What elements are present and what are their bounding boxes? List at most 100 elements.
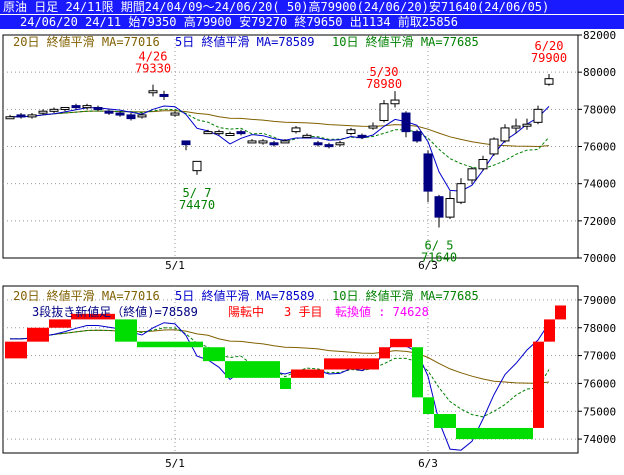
legend-ma20-lower: 20日 終値平滑 MA=77016 (13, 288, 160, 303)
candle-up (302, 134, 312, 138)
break-brick-down (423, 397, 434, 415)
date-tick-label-lower: 6/3 (418, 457, 438, 470)
candlestick-frame (2, 34, 579, 259)
price-tick-label-lower: 78000 (583, 322, 616, 335)
candle-up (27, 114, 37, 118)
legend-ma20: 20日 終値平滑 MA=77016 (13, 34, 160, 49)
candle-up (258, 140, 268, 144)
break-brick-down (115, 319, 137, 342)
candlesticks (5, 74, 554, 228)
legend-ma10-lower: 10日 終値平滑 MA=77685 (332, 288, 479, 303)
candle-up (203, 131, 213, 135)
chart-header-latest-bar: 24/06/20 24/11 始79350 高79900 安79270 終796… (0, 15, 624, 29)
candle-up (346, 129, 356, 134)
date-axis: 5/1 6/3 (165, 259, 438, 272)
candle-up (390, 99, 400, 105)
break-brick-down (412, 347, 423, 398)
break-brick-down (137, 341, 203, 348)
candle-down (313, 142, 323, 146)
price-tick-label-lower: 79000 (583, 294, 616, 307)
candle-down (71, 105, 81, 109)
candle-down (181, 140, 191, 146)
break-bricks (5, 305, 566, 440)
price-tick-label: 70000 (583, 252, 616, 265)
candle-up (533, 108, 543, 123)
candle-up (467, 168, 477, 181)
price-axis: 70000 72000 74000 76000 78000 80000 82000 (578, 29, 616, 265)
candle-down (159, 93, 169, 97)
candle-down (115, 112, 125, 116)
candle-up (137, 114, 147, 118)
candle-up (82, 105, 92, 109)
candle-up (38, 110, 48, 114)
candle-down (401, 112, 411, 133)
high-date-label: 5/30 (370, 65, 399, 79)
candle-up (225, 132, 235, 136)
candle-down (324, 144, 334, 148)
candle-up (445, 198, 455, 218)
date-tick-label: 5/1 (165, 259, 185, 272)
price-tick-label: 80000 (583, 66, 616, 79)
candle-up (511, 125, 521, 129)
high-value-label: 79330 (135, 62, 171, 76)
candle-up (368, 125, 378, 129)
high-value-label: 78980 (366, 77, 402, 91)
candle-down (357, 134, 367, 138)
break-reversal-value: 転換値 : 74628 (335, 304, 429, 319)
candle-up (335, 142, 345, 146)
candle-up (148, 90, 158, 94)
break-brick-up (544, 319, 555, 342)
candle-up (478, 159, 488, 170)
low-date-label: 5/ 7 (183, 186, 212, 200)
candle-down (126, 114, 136, 120)
price-tick-label-lower: 74000 (583, 433, 616, 446)
break-brick-down (456, 427, 533, 440)
candle-up (500, 127, 510, 142)
three-line-break-legend: 20日 終値平滑 MA=77016 5日 終値平滑 MA=78589 10日 終… (13, 288, 479, 319)
break-brick-down (280, 377, 291, 389)
break-subtitle: 3段抜き新値足（終値)=78589 (32, 304, 198, 319)
date-tick-label: 6/3 (418, 259, 438, 272)
break-brick-up (291, 369, 324, 378)
break-brick-down (203, 347, 225, 362)
break-brick-up (390, 338, 412, 348)
low-value-label: 74470 (179, 198, 215, 212)
break-brick-up (5, 341, 27, 359)
break-brick-up (49, 319, 71, 328)
high-date-label: 6/20 (535, 39, 564, 53)
price-tick-label: 82000 (583, 29, 616, 42)
ma10-line-lower (10, 327, 550, 418)
price-tick-label-lower: 75000 (583, 405, 616, 418)
candle-down (16, 114, 26, 118)
legend-ma10: 10日 終値平滑 MA=77685 (332, 34, 479, 49)
high-date-label: 4/26 (139, 50, 168, 64)
legend-ma5-lower: 5日 終値平滑 MA=78589 (175, 288, 314, 303)
break-brick-up (71, 313, 115, 320)
candle-up (170, 112, 180, 116)
break-brick-up (533, 341, 544, 428)
price-tick-label: 76000 (583, 141, 616, 154)
candle-up (60, 106, 70, 110)
high-value-label: 79900 (531, 51, 567, 65)
low-value-label: 71640 (421, 251, 457, 265)
candle-down (236, 131, 246, 135)
candle-up (522, 123, 532, 127)
candle-up (49, 108, 59, 112)
candle-up (214, 131, 224, 135)
candle-up (280, 140, 290, 144)
break-count: 3 手目 (284, 305, 322, 319)
candle-up (544, 78, 554, 85)
break-brick-up (27, 327, 49, 342)
candle-down (104, 110, 114, 114)
three-line-break-panel: 74000 75000 76000 77000 78000 79000 5/1 6/3 20… (2, 285, 616, 470)
date-tick-label-lower: 5/1 (165, 457, 185, 470)
candle-up (489, 138, 499, 155)
legend-ma5: 5日 終値平滑 MA=78589 (175, 34, 314, 49)
candle-up (379, 103, 389, 121)
candle-up (247, 140, 257, 144)
price-tick-label: 78000 (583, 103, 616, 116)
price-tick-label-lower: 77000 (583, 350, 616, 363)
